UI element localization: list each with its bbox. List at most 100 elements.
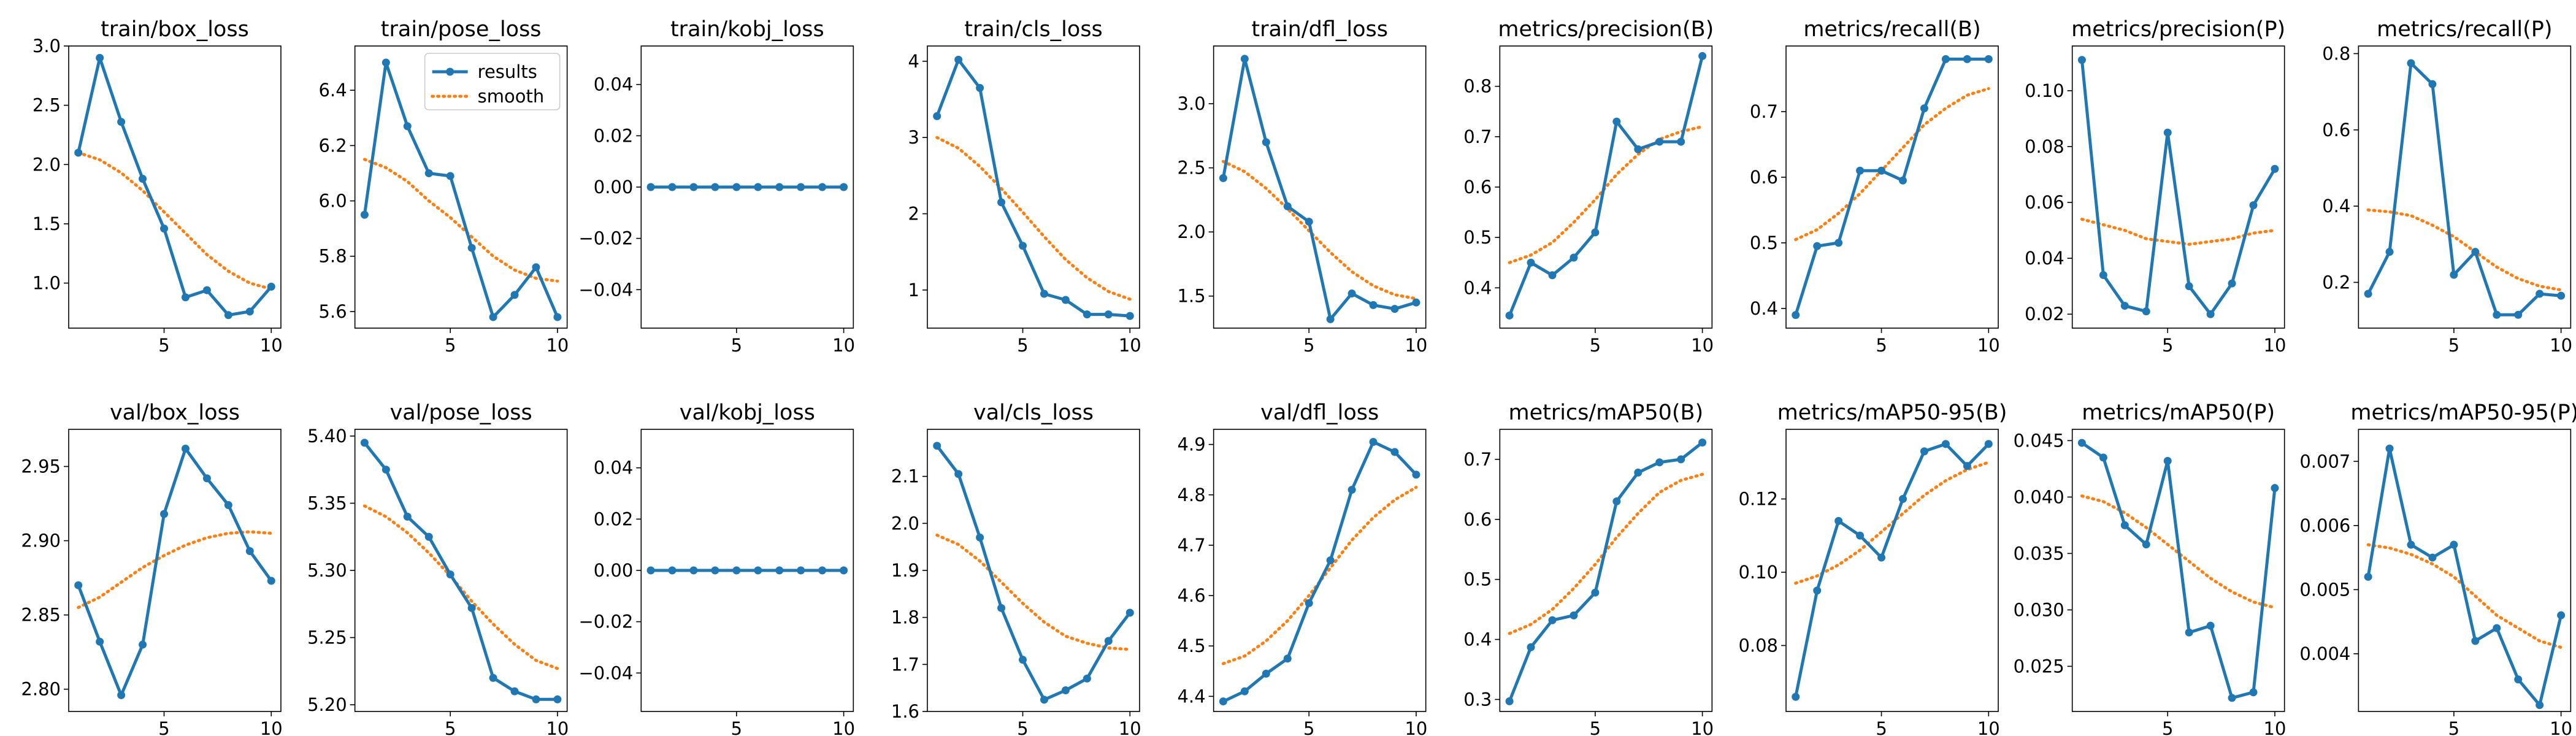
results-point — [1369, 438, 1378, 447]
subplot: val/pose_loss 5.20 5.25 5.30 5.35 5.40 5 10 — [307, 401, 569, 736]
results-point — [754, 566, 762, 575]
results-point — [553, 313, 562, 321]
results-series-line — [77, 447, 273, 697]
results-point — [467, 604, 476, 612]
y-tick-label: 0.007 — [2299, 451, 2350, 472]
results-point — [1920, 104, 1928, 113]
results-point — [2514, 310, 2523, 319]
results-series-line — [1794, 57, 1989, 316]
results-point — [2077, 56, 2086, 64]
results-point — [840, 566, 848, 575]
results-point — [1612, 497, 1621, 505]
results-point — [1412, 470, 1420, 479]
axes-frame — [1213, 429, 1427, 712]
x-tick-label: 5 — [2162, 718, 2173, 736]
results-point — [668, 183, 677, 191]
subplot: metrics/recall(B) 0.4 0.5 0.6 0.7 5 10 — [1750, 17, 2000, 356]
y-tick-label: 4.4 — [1178, 686, 1206, 707]
y-tick-label: 0.06 — [2025, 192, 2064, 213]
y-tick-label: 5.25 — [307, 627, 347, 648]
subplot-title: train/dfl_loss — [1251, 17, 1388, 42]
results-point — [1390, 305, 1399, 313]
results-point — [1061, 296, 1070, 304]
results-point — [1262, 138, 1270, 147]
subplot: metrics/recall(P) 0.2 0.4 0.6 0.8 5 10 — [2322, 17, 2572, 356]
results-point — [1856, 531, 1865, 540]
x-tick-label: 5 — [445, 718, 456, 736]
results-point — [2163, 457, 2172, 466]
results-point — [954, 470, 963, 478]
results-point — [1125, 608, 1134, 617]
results-point — [1283, 654, 1292, 663]
y-tick-label: 0.4 — [1463, 277, 1492, 298]
results-point — [1390, 448, 1399, 456]
results-point — [1305, 217, 1313, 226]
subplot: val/kobj_loss −0.04 −0.02 0.00 0.02 0.04 5 10 — [578, 401, 855, 736]
results-point — [2493, 310, 2501, 319]
y-tick-label: 0.00 — [594, 560, 634, 581]
results-point — [532, 695, 540, 703]
results-point — [224, 311, 232, 320]
x-tick-label: 5 — [731, 335, 742, 356]
y-tick-label: 0.5 — [1750, 232, 1778, 253]
y-tick-label: 4.7 — [1178, 535, 1206, 556]
subplot-title: val/cls_loss — [973, 401, 1094, 425]
legend-results-label: results — [478, 61, 537, 82]
subplot: metrics/precision(P) 0.02 0.04 0.06 0.08 0.10… — [2025, 17, 2286, 356]
smooth-series-line — [1794, 461, 1990, 585]
subplot-title: val/dfl_loss — [1260, 401, 1379, 425]
results-point — [1104, 637, 1113, 645]
axes-frame — [2071, 45, 2285, 329]
results-point — [96, 637, 104, 646]
results-point — [1548, 616, 1557, 624]
results-point — [797, 566, 805, 575]
results-point — [360, 439, 369, 447]
subplot: val/box_loss 2.80 2.85 2.90 2.95 5 10 — [21, 401, 282, 736]
y-tick-label: 1.8 — [891, 607, 919, 628]
results-point — [1125, 312, 1134, 320]
results-point — [2407, 540, 2415, 549]
results-point — [403, 512, 412, 521]
axes-frame — [2358, 45, 2572, 329]
axes-frame — [927, 429, 1140, 712]
legend: results smooth — [424, 53, 561, 110]
results-point — [818, 566, 827, 575]
results-point — [1040, 696, 1048, 704]
y-tick-label: 0.04 — [2025, 248, 2064, 269]
y-tick-label: 0.4 — [1750, 298, 1778, 319]
subplot: train/box_loss 1.0 1.5 2.0 2.5 3.0 5 10 — [33, 17, 283, 356]
results-point — [2077, 439, 2086, 447]
y-tick-label: 4 — [908, 51, 919, 72]
subplot: metrics/mAP50(P) 0.025 0.030 0.035 0.040 0.04… — [2014, 401, 2287, 736]
results-point — [2364, 572, 2372, 581]
results-point — [1963, 55, 1971, 63]
y-tick-label: 2.0 — [891, 513, 919, 534]
x-tick-label: 5 — [158, 718, 169, 736]
y-tick-label: 0.3 — [1463, 689, 1492, 710]
y-tick-label: 1 — [908, 280, 919, 301]
subplot-title: train/kobj_loss — [670, 17, 824, 42]
x-tick-label: 10 — [1691, 335, 1714, 356]
results-point — [1240, 687, 1249, 696]
y-tick-label: 0.7 — [1463, 126, 1492, 147]
y-tick-label: 6.2 — [319, 135, 347, 156]
results-point — [245, 307, 254, 316]
smooth-series-line — [935, 136, 1132, 301]
x-tick-label: 10 — [260, 718, 283, 736]
results-series-line — [2366, 447, 2563, 707]
subplot: metrics/mAP50-95(P) 0.004 0.005 0.006 0.007 5… — [2299, 401, 2576, 736]
y-tick-label: 0.030 — [2014, 599, 2064, 620]
results-point — [1527, 258, 1535, 267]
results-point — [2120, 521, 2129, 529]
axes-frame — [640, 45, 854, 329]
subplot-title: train/pose_loss — [381, 17, 542, 42]
results-point — [2493, 624, 2501, 632]
results-point — [1548, 271, 1557, 280]
results-point — [2514, 675, 2523, 684]
results-point — [732, 183, 741, 191]
subplot: train/dfl_loss 1.5 2.0 2.5 3.0 5 10 — [1178, 17, 1428, 356]
x-tick-label: 5 — [731, 718, 742, 736]
results-point — [2428, 553, 2437, 562]
results-point — [1877, 553, 1886, 562]
